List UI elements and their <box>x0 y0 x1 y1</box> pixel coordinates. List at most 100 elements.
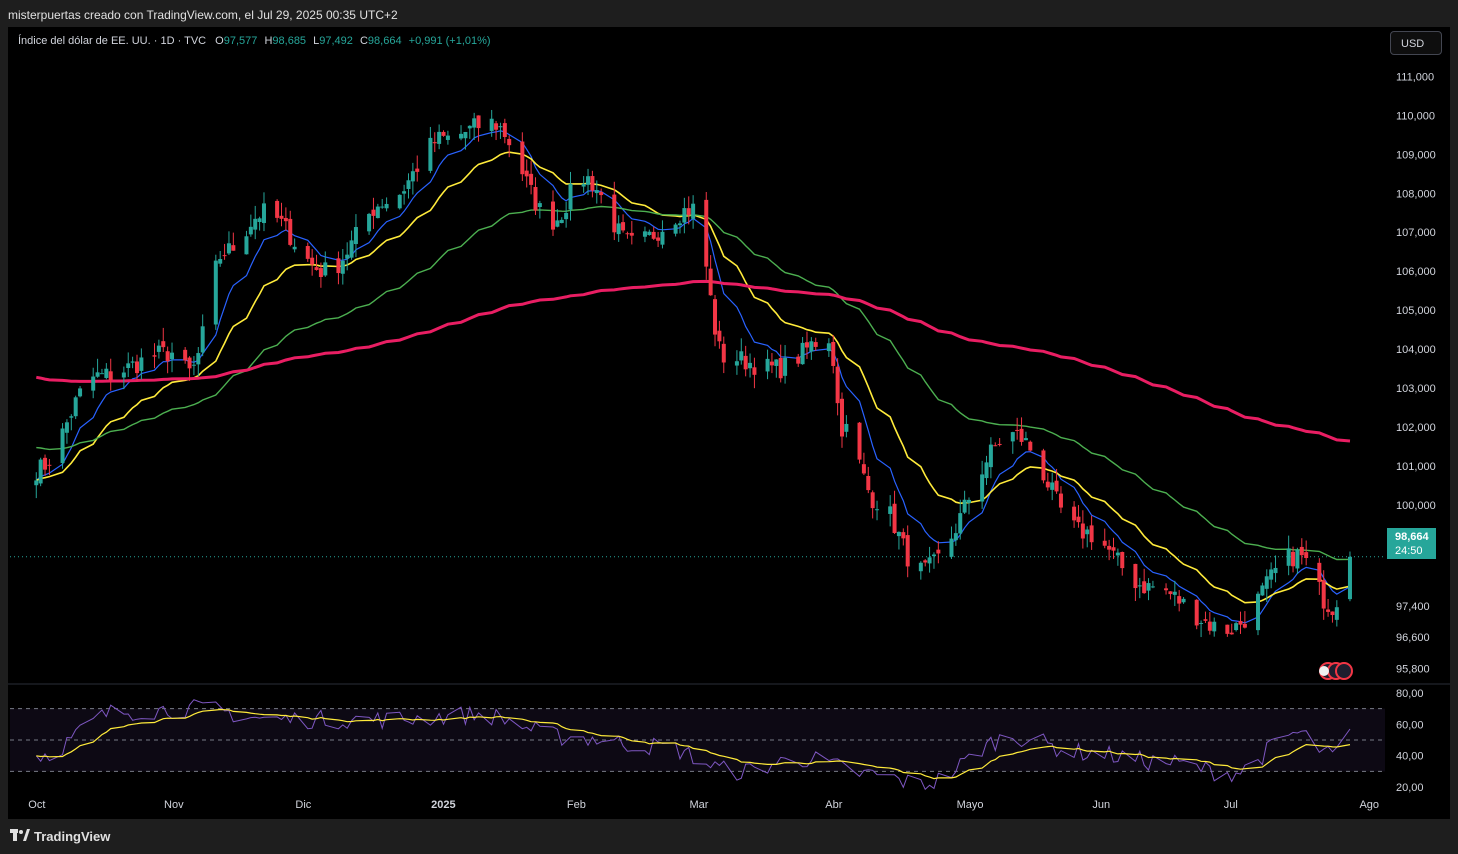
candle-body <box>1172 591 1177 595</box>
candle-body <box>1045 481 1050 488</box>
rsi-ma-line <box>36 708 1351 780</box>
candle-body <box>371 209 376 216</box>
candle-body <box>1133 563 1138 589</box>
candle-body <box>1238 620 1243 625</box>
candle-body <box>502 123 507 138</box>
chart-area[interactable] <box>8 27 1450 819</box>
price-tick-label: 103,000 <box>1396 383 1436 395</box>
candle-body <box>708 268 713 296</box>
candle-body <box>1286 548 1291 566</box>
time-tick-label: 2025 <box>431 799 455 811</box>
candle-body <box>586 176 591 185</box>
candle-body <box>896 531 901 537</box>
high-value: 98,685 <box>272 35 307 47</box>
candle-body <box>769 361 774 366</box>
candle-body <box>1089 525 1094 543</box>
candle-body <box>498 126 503 128</box>
candle-body <box>305 246 310 259</box>
candle-body <box>253 218 258 230</box>
candle-body <box>43 457 48 470</box>
candle-body <box>1234 623 1239 631</box>
footer: TradingView <box>0 819 1458 854</box>
candle-body <box>1256 593 1261 631</box>
candle-body <box>353 227 358 245</box>
low-value: 97,492 <box>319 35 353 47</box>
candle-body <box>581 183 586 187</box>
candle-body <box>550 201 555 230</box>
candle-body <box>568 183 573 210</box>
candle-body <box>555 220 560 227</box>
candle-body <box>901 532 906 539</box>
candle-body <box>165 351 170 362</box>
candle-body <box>231 245 236 251</box>
ohlc-legend: Índice del dólar de EE. UU. · 1D · TVC O… <box>18 35 495 47</box>
candle-body <box>931 554 936 557</box>
candle-body <box>1076 516 1081 523</box>
time-tick-label: Feb <box>567 799 586 811</box>
candle-body <box>489 118 494 131</box>
countdown-value: 24:50 <box>1395 545 1423 557</box>
candle-body <box>923 560 928 563</box>
candle-body <box>38 459 43 484</box>
price-tick-label: 104,000 <box>1396 344 1436 356</box>
candle-body <box>905 535 910 567</box>
candle-body <box>261 203 266 224</box>
candle-body <box>984 462 989 479</box>
ema-long-line <box>36 279 1351 443</box>
candle-body <box>1050 482 1055 490</box>
candle-body <box>1111 547 1116 551</box>
close-value: 98,664 <box>367 35 402 47</box>
candle-body <box>1054 480 1059 492</box>
candle-body <box>888 506 893 514</box>
candle-body <box>275 200 280 218</box>
candle-body <box>599 192 604 196</box>
candle-body <box>402 191 407 194</box>
currency-button[interactable]: USD <box>1390 31 1442 55</box>
candle-body <box>432 142 437 144</box>
candle-body <box>1146 583 1151 591</box>
candle-body <box>918 562 923 572</box>
candle-body <box>121 372 126 378</box>
candle-body <box>1291 551 1296 567</box>
time-tick-label: Nov <box>164 799 184 811</box>
candle-body <box>226 243 231 254</box>
candle-body <box>152 355 157 357</box>
candle-body <box>1299 546 1304 556</box>
candle-body <box>279 215 284 219</box>
candle-body <box>1334 607 1339 620</box>
candle-body <box>1212 621 1217 632</box>
candle-body <box>647 231 652 235</box>
candle-body <box>1142 581 1147 594</box>
candle-body <box>813 342 818 347</box>
candle-body <box>875 509 880 511</box>
candle-body <box>804 342 809 348</box>
candle-body <box>445 135 450 140</box>
candle-body <box>835 366 840 404</box>
candle-body <box>95 372 100 377</box>
candle-body <box>222 255 227 257</box>
candle-body <box>704 199 709 267</box>
time-tick-label: Jun <box>1092 799 1110 811</box>
candle-body <box>642 231 647 237</box>
candle-body <box>213 260 218 325</box>
candle-body <box>476 115 481 129</box>
candle-body <box>428 137 433 171</box>
candle-body <box>415 168 420 172</box>
axis-labels: 111,000 110,000 109,000 108,000 107,000 106,0… <box>28 71 1435 811</box>
candle-body <box>1229 632 1234 635</box>
candle-body <box>677 223 682 226</box>
candle-body <box>283 217 288 222</box>
candle-body <box>870 492 875 509</box>
candle-body <box>467 125 472 129</box>
candle-body <box>507 138 512 146</box>
candle-body <box>840 398 845 437</box>
event-flags-icon[interactable] <box>1319 662 1353 680</box>
open-value: 97,577 <box>223 35 258 47</box>
us-flag-icon[interactable] <box>1335 662 1353 680</box>
candle-body <box>958 513 963 534</box>
candle-body <box>64 422 69 433</box>
candle-body <box>156 345 161 352</box>
candle-body <box>721 343 726 363</box>
candle-body <box>892 503 897 534</box>
